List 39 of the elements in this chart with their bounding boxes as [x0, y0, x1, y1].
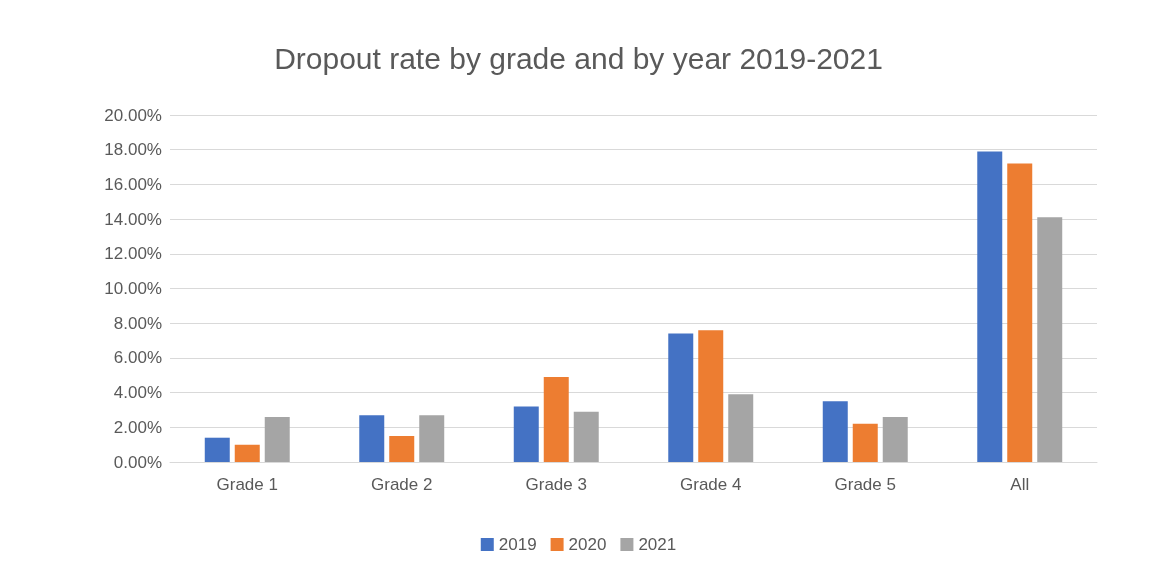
- bar: [234, 444, 260, 462]
- y-tick-label: 8.00%: [113, 313, 162, 333]
- y-tick-label: 18.00%: [104, 140, 162, 160]
- bar: [573, 411, 599, 462]
- y-tick-label: 12.00%: [104, 244, 162, 264]
- bar: [977, 151, 1003, 462]
- y-tick-label: 20.00%: [104, 105, 162, 125]
- x-tick-label: Grade 3: [525, 475, 587, 494]
- bar: [728, 394, 754, 462]
- bar: [419, 415, 445, 462]
- legend-label: 2019: [498, 535, 537, 554]
- y-tick-label: 6.00%: [113, 348, 162, 368]
- bar: [204, 437, 230, 462]
- bar: [882, 416, 908, 462]
- x-tick-label: Grade 4: [680, 475, 742, 494]
- x-tick-label: Grade 2: [371, 475, 433, 494]
- y-tick-label: 2.00%: [113, 417, 162, 437]
- x-tick-label: All: [1010, 475, 1030, 494]
- bar: [543, 376, 569, 462]
- x-tick-label: Grade 5: [834, 475, 896, 494]
- bar: [822, 401, 848, 462]
- bar: [698, 330, 724, 462]
- y-tick-label: 14.00%: [104, 209, 162, 229]
- bar: [1007, 163, 1033, 462]
- bar: [852, 423, 878, 462]
- bar: [359, 415, 385, 462]
- y-tick-label: 16.00%: [104, 174, 162, 194]
- y-tick-label: 10.00%: [104, 279, 162, 298]
- bar: [1037, 217, 1063, 462]
- chart-title: Dropout rate by grade and by year 2019-2021: [274, 41, 883, 75]
- bar: [264, 416, 290, 462]
- bar: [668, 333, 694, 462]
- legend-label: 2021: [638, 535, 677, 554]
- bar: [389, 435, 415, 462]
- y-tick-label: 0.00%: [113, 452, 162, 472]
- legend-label: 2020: [568, 535, 607, 554]
- y-tick-label: 4.00%: [113, 383, 162, 403]
- x-tick-label: Grade 1: [216, 475, 278, 494]
- bar: [513, 406, 539, 462]
